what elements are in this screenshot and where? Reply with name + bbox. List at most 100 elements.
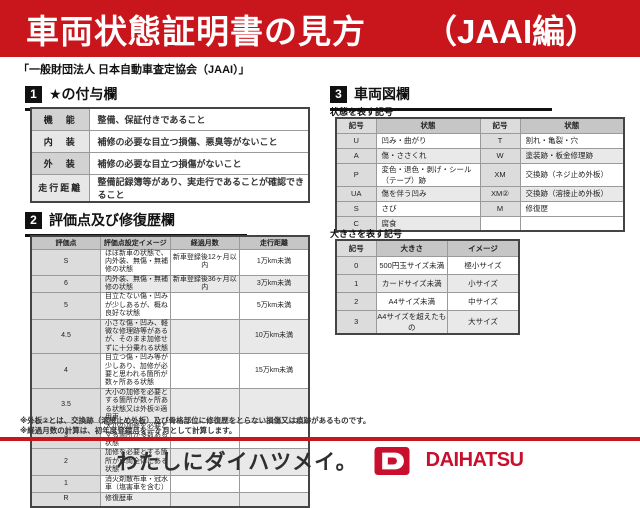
footnote-line: ※経過月数の計算は、初年度登録月を一ヶ月として計算します。 bbox=[20, 426, 237, 436]
image-cell: 加修を必要とする箇所が車両全体にある状態 bbox=[100, 448, 171, 476]
state-cell: 傷を伴う凹み bbox=[375, 185, 481, 202]
table-row: S ほぼ新車の状態で、内外装、無傷・無補修の状態 新車登録後12ヶ月以内 1万k… bbox=[30, 248, 310, 276]
distance-cell: 1万km未満 bbox=[239, 248, 310, 276]
organization-subtitle: 「一般財団法人 日本自動車査定協会（JAAI）」 bbox=[18, 64, 250, 76]
state-cell: 腐食 bbox=[375, 215, 481, 232]
image-cell: 目立つ傷・凹み等が少しあり、加修が必要と思われる箇所が数ヶ所ある状態 bbox=[100, 353, 171, 389]
months-cell bbox=[169, 318, 240, 355]
criteria-label: 機 能 bbox=[30, 107, 90, 131]
criteria-desc: 整備、保証付きであること bbox=[88, 107, 310, 131]
col-header: 大きさ bbox=[375, 239, 448, 257]
footnotes: ※外板②とは、交換跡（溶接止め外板）及び骨格部位に修復歴をとらない損傷又は痕跡が… bbox=[20, 416, 370, 436]
symbol-cell bbox=[479, 215, 521, 232]
distance-cell: 15万km未満 bbox=[239, 353, 310, 389]
table-row: 3.5 大小の加修を必要とする箇所が数ヶ所ある状態又は外板②適用車 bbox=[30, 387, 310, 424]
size-image-cell: 大サイズ bbox=[447, 309, 520, 334]
size-cell: 500円玉サイズ未満 bbox=[375, 255, 448, 275]
symbol-cell: A bbox=[335, 147, 377, 164]
table-row: 内 装 補修の必要な目立つ損傷、悪臭等がないこと bbox=[30, 129, 310, 153]
distance-cell bbox=[239, 387, 310, 424]
state-cell: さび bbox=[375, 200, 481, 217]
star-criteria-table: 機 能 整備、保証付きであること 内 装 補修の必要な目立つ損傷、悪臭等がないこ… bbox=[30, 107, 310, 203]
col-header: 評価点 bbox=[30, 235, 101, 250]
distance-cell: 3万km未満 bbox=[239, 274, 310, 294]
months-cell: 新車登録後36ヶ月以内 bbox=[169, 274, 240, 294]
table-row: P 変色・退色・剥げ・シール（テープ）跡 XM 交換跡（ネジ止め外板） bbox=[335, 162, 625, 187]
state-cell: 割れ・亀裂・穴 bbox=[519, 132, 625, 149]
table-row: A 傷・ささくれ W 塗装跡・板金修理跡 bbox=[335, 147, 625, 164]
state-cell: 修復歴 bbox=[519, 200, 625, 217]
symbol-cell: W bbox=[479, 147, 521, 164]
table-row: 2 A4サイズ未満 中サイズ bbox=[335, 291, 520, 311]
state-cell: 変色・退色・剥げ・シール（テープ）跡 bbox=[375, 162, 481, 187]
table-row: R 修復歴車 bbox=[30, 492, 310, 508]
table-row: 2 加修を必要とする箇所が車両全体にある状態 bbox=[30, 448, 310, 476]
months-cell bbox=[169, 292, 240, 320]
col-header: 評価点設定イメージ bbox=[100, 235, 171, 250]
section2-title: 評価点及び修復歴欄 bbox=[49, 212, 175, 228]
image-cell: 大小の加修を必要とする箇所が数ヶ所ある状態又は外板②適用車 bbox=[100, 387, 171, 424]
size-image-cell: 小サイズ bbox=[447, 273, 520, 293]
symbol-cell: XM② bbox=[479, 185, 521, 202]
size-cell: カードサイズ未満 bbox=[375, 273, 448, 293]
table-row: 1 カードサイズ未満 小サイズ bbox=[335, 273, 520, 293]
table-row: 4 目立つ傷・凹み等が少しあり、加修が必要と思われる箇所が数ヶ所ある状態 15万… bbox=[30, 353, 310, 389]
image-cell: 内外装、無傷・無補修の状態 bbox=[100, 274, 171, 294]
distance-cell: 10万km未満 bbox=[239, 318, 310, 355]
symbol-cell: T bbox=[479, 132, 521, 149]
state-cell: 交換跡（ネジ止め外板） bbox=[519, 162, 625, 187]
table-row: 4.5 小さな傷・凹み、軽微な修理跡等があるが、そのまま加修せずに十分乗れる状態… bbox=[30, 318, 310, 355]
table-row: 5 目立たない傷・凹みが少しあるが、概ね良好な状態 5万km未満 bbox=[30, 292, 310, 320]
size-image-cell: 極小サイズ bbox=[447, 255, 520, 275]
daihatsu-slogan: わたしにダイハツメイ。 bbox=[116, 450, 358, 474]
symbol-cell: U bbox=[335, 132, 377, 149]
col-header: 記号 bbox=[479, 117, 521, 134]
daihatsu-d-mark-icon bbox=[374, 446, 410, 475]
table-header-row: 評価点 評価点設定イメージ 経過月数 走行距離 bbox=[30, 235, 310, 250]
criteria-label: 走行距離 bbox=[30, 173, 90, 202]
table-row: 6 内外装、無傷・無補修の状態 新車登録後36ヶ月以内 3万km未満 bbox=[30, 274, 310, 294]
months-cell bbox=[169, 492, 240, 508]
score-cell: 4 bbox=[30, 353, 101, 389]
symbol-cell: M bbox=[479, 200, 521, 217]
table-row: C 腐食 bbox=[335, 215, 625, 232]
table-row: U 凹み・曲がり T 割れ・亀裂・穴 bbox=[335, 132, 625, 149]
section2-number-badge: 2 bbox=[25, 211, 42, 229]
symbol-cell: 2 bbox=[335, 291, 377, 311]
table-row: 3 A4サイズを超えたもの 大サイズ bbox=[335, 309, 520, 334]
symbol-cell: 1 bbox=[335, 273, 377, 293]
size-table-caption: 大きさを表す記号 bbox=[330, 229, 403, 239]
image-cell: ほぼ新車の状態で、内外装、無傷・無補修の状態 bbox=[100, 248, 171, 276]
table-row: 走行距離 整備記録簿等があり、実走行であることが確認できること bbox=[30, 173, 310, 202]
table-row: 外 装 補修の必要な目立つ損傷がないこと bbox=[30, 151, 310, 175]
criteria-label: 外 装 bbox=[30, 151, 90, 175]
size-symbols-table: 記号 大きさ イメージ 0 500円玉サイズ未満 極小サイズ 1 カードサイズ未… bbox=[335, 239, 520, 335]
col-header: 記号 bbox=[335, 117, 377, 134]
symbol-cell: P bbox=[335, 162, 377, 187]
table-header-row: 記号 大きさ イメージ bbox=[335, 239, 520, 257]
image-cell: 修復歴車 bbox=[100, 492, 171, 508]
table-row: 3 大小の加修を必要とする箇所が多数ある状態 bbox=[30, 422, 310, 450]
divider-red-line bbox=[0, 437, 640, 441]
distance-cell: 5万km未満 bbox=[239, 292, 310, 320]
months-cell bbox=[169, 353, 240, 389]
distance-cell bbox=[239, 448, 310, 476]
col-header: 走行距離 bbox=[239, 235, 310, 250]
state-cell: 凹み・曲がり bbox=[375, 132, 481, 149]
col-header: 状態 bbox=[519, 117, 625, 134]
footer-brand-row: わたしにダイハツメイ。 DAIHATSU bbox=[0, 443, 640, 478]
score-cell: S bbox=[30, 248, 101, 276]
symbol-cell: C bbox=[335, 215, 377, 232]
months-cell: 新車登録後12ヶ月以内 bbox=[169, 248, 240, 276]
state-cell: 塗装跡・板金修理跡 bbox=[519, 147, 625, 164]
page-title: 車両状態証明書の見方 bbox=[26, 12, 366, 50]
title-banner: 車両状態証明書の見方 （JAAI編） bbox=[0, 0, 640, 57]
image-cell: 小さな傷・凹み、軽微な修理跡等があるが、そのまま加修せずに十分乗れる状態 bbox=[100, 318, 171, 355]
state-cell bbox=[519, 215, 625, 232]
size-cell: A4サイズを超えたもの bbox=[375, 309, 448, 334]
score-cell: 5 bbox=[30, 292, 101, 320]
table-header-row: 記号 状態 記号 状態 bbox=[335, 117, 625, 134]
section3-header: 3 車両図欄 bbox=[330, 84, 552, 111]
table-row: 機 能 整備、保証付きであること bbox=[30, 107, 310, 131]
daihatsu-wordmark: DAIHATSU bbox=[425, 449, 524, 471]
